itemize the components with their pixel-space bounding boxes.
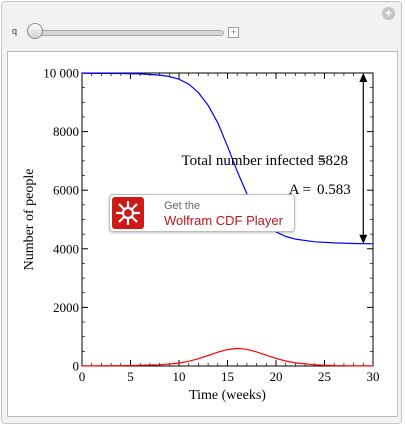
x-tick-label: 15: [221, 369, 234, 384]
total-infected-value: 5828: [318, 153, 348, 169]
y-tick-label: 0: [73, 359, 80, 374]
x-tick-label: 10: [173, 369, 186, 384]
y-tick-label: 6000: [53, 183, 79, 198]
expand-plus-icon[interactable]: +: [382, 7, 395, 20]
slider-label: q: [12, 26, 18, 36]
total-infected-label: Total number infected =: [182, 153, 326, 169]
ratio-label: A =: [289, 182, 311, 198]
infected-curve: [81, 347, 373, 367]
y-tick-label: 2000: [53, 300, 79, 315]
ratio-value: 0.583: [317, 182, 351, 198]
cdf-get-text: Get the: [164, 200, 201, 212]
y-axis-label: Number of people: [22, 169, 37, 271]
bracket-arrowhead-bottom: [359, 234, 368, 244]
bracket-arrowhead-top: [359, 73, 368, 82]
x-tick-label: 25: [318, 369, 331, 384]
y-tick-label: 4000: [53, 241, 79, 256]
slider-expand-plus-icon[interactable]: +: [228, 27, 239, 38]
cdf-product-text: Wolfram CDF Player: [164, 213, 283, 228]
y-tick-label: 8000: [53, 124, 79, 139]
wolfram-spikey-logo-icon: [112, 197, 144, 229]
x-tick-label: 5: [127, 369, 134, 384]
q-slider-thumb[interactable]: [27, 23, 43, 39]
x-tick-label: 0: [79, 369, 86, 384]
x-axis-label: Time (weeks): [189, 388, 266, 403]
plot-area: [7, 51, 398, 417]
susceptible-curve: [81, 72, 374, 245]
cdf-player-button[interactable]: Get the Wolfram CDF Player: [109, 194, 295, 232]
x-tick-label: 20: [270, 369, 283, 384]
x-tick-label: 30: [367, 369, 380, 384]
y-tick-label: 10 000: [43, 66, 79, 81]
